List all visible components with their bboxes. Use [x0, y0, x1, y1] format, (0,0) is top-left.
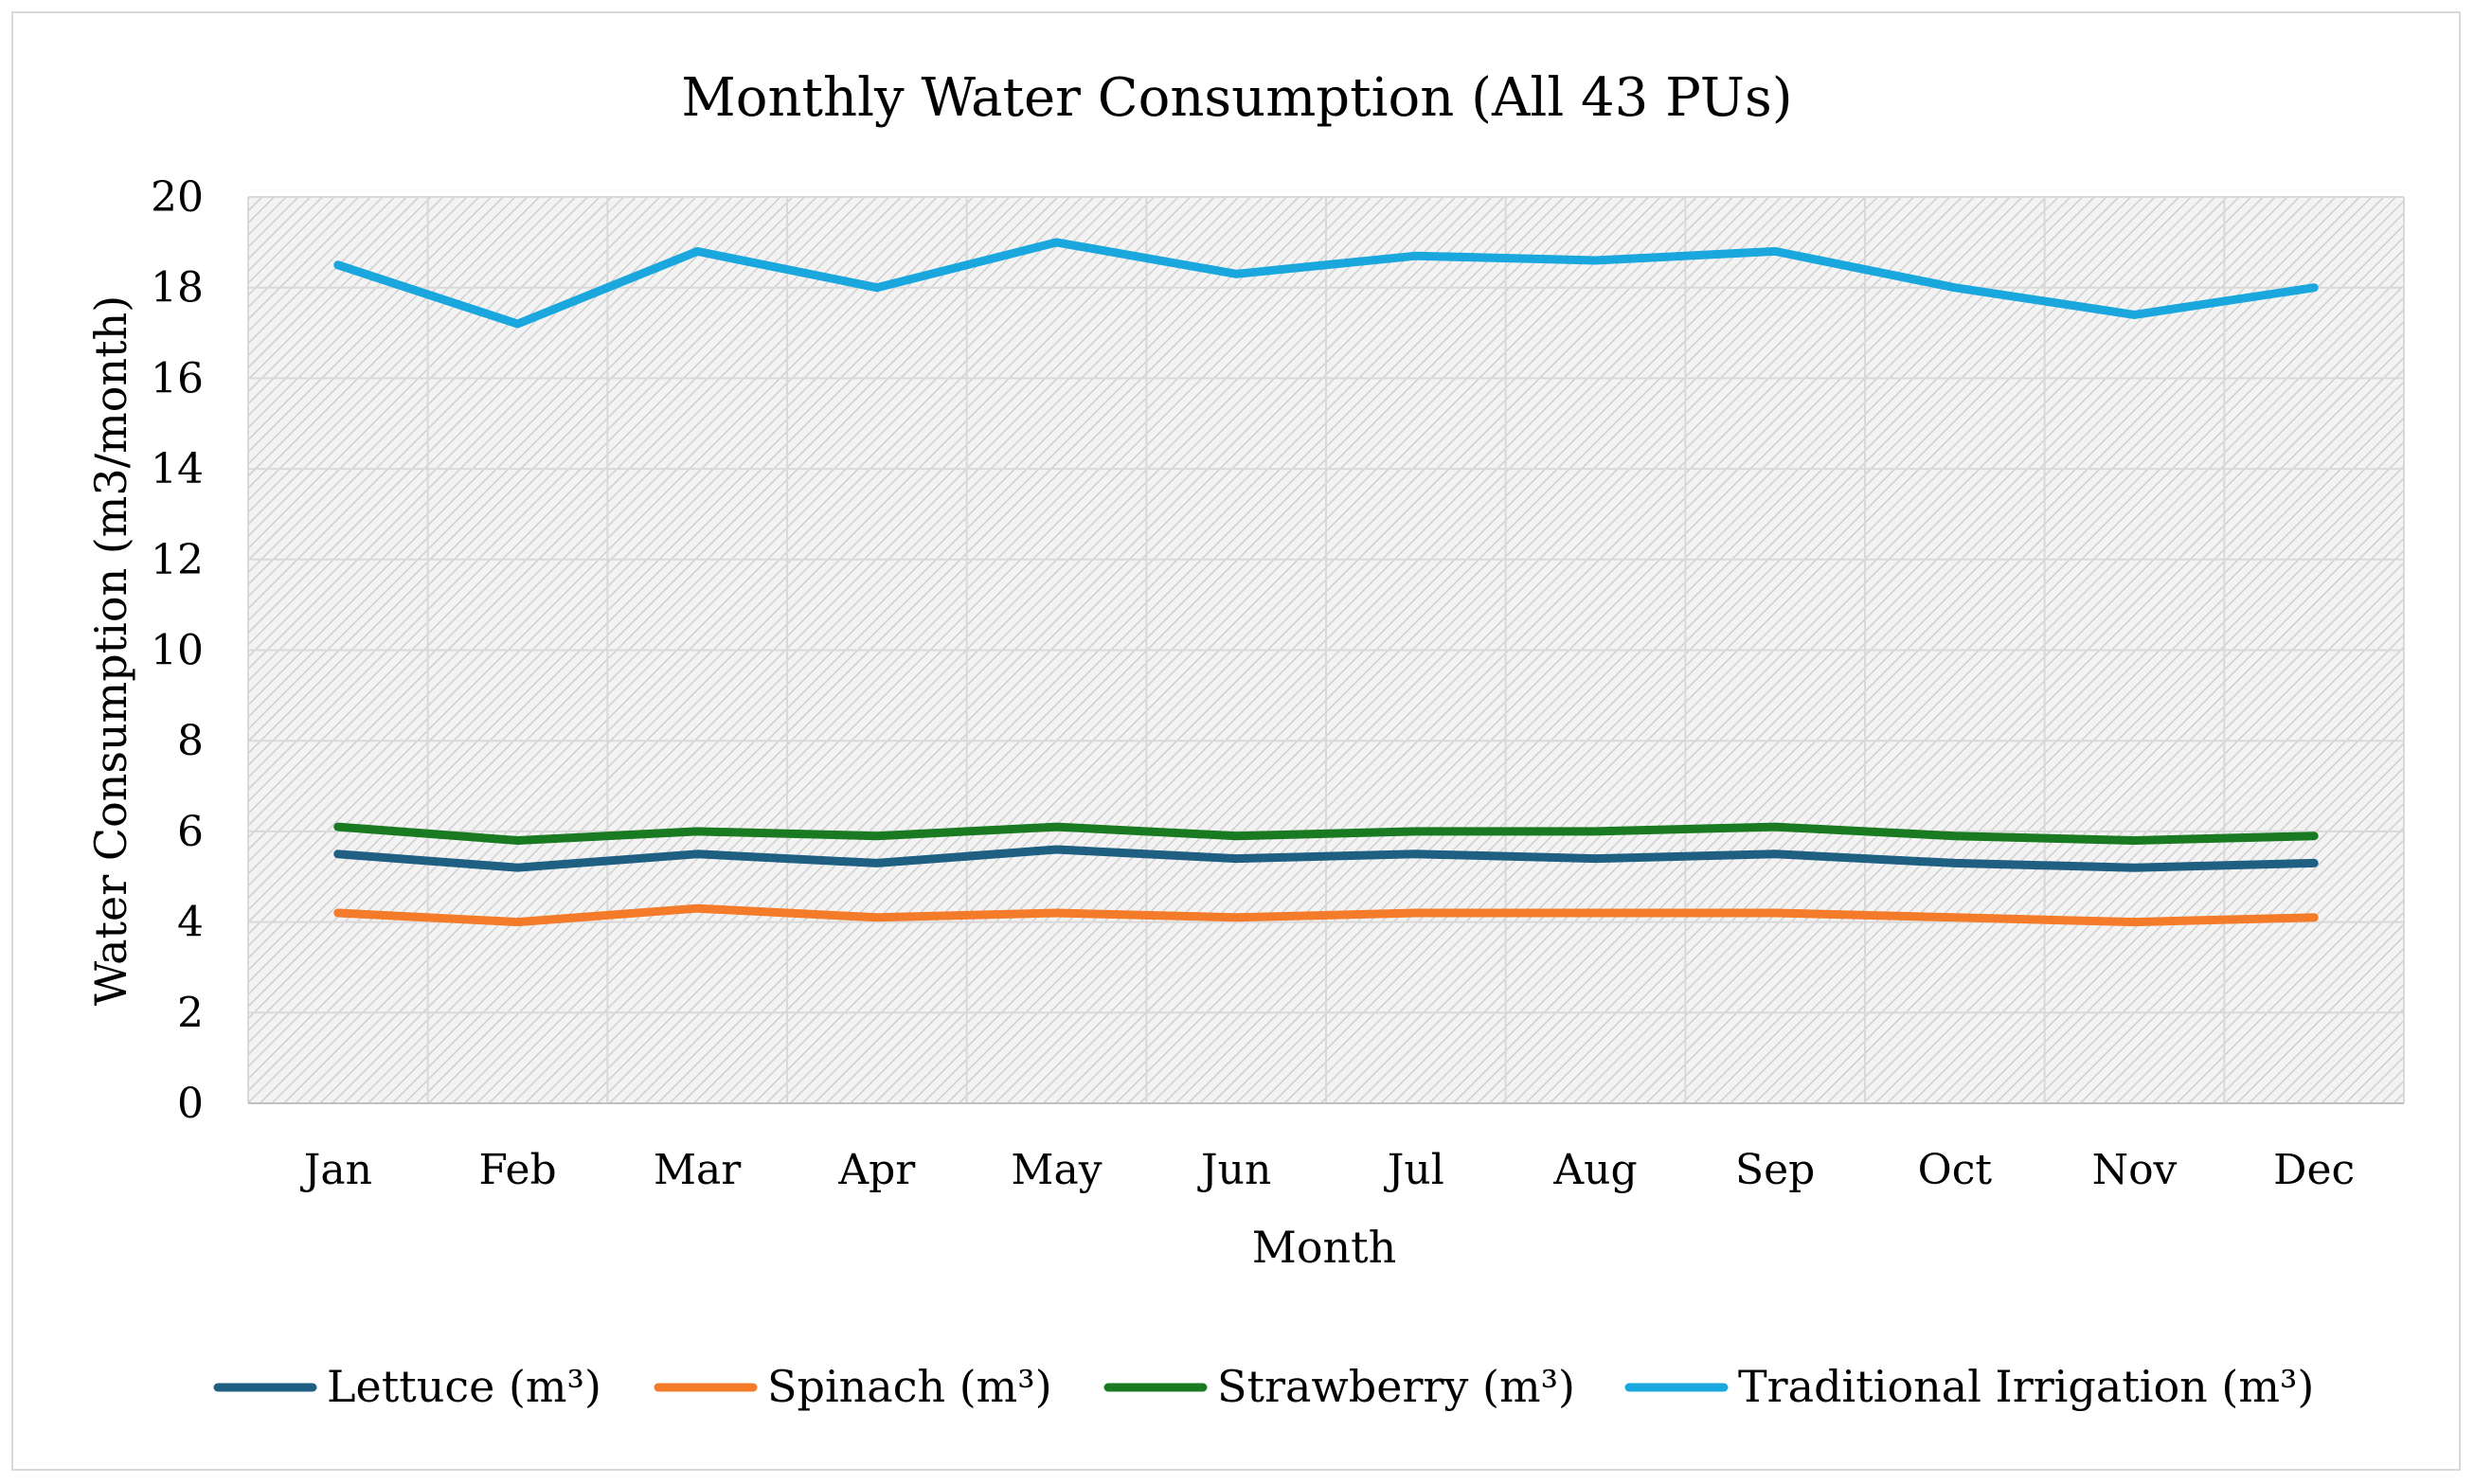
- x-axis: Jan Feb Mar Apr May Jun Jul Aug Sep Oct Nov Dec: [300, 1146, 2355, 1194]
- series-line: [333, 845, 2319, 872]
- x-tick-label: May: [1011, 1146, 1102, 1194]
- y-tick-label: 20: [151, 173, 204, 222]
- y-tick-label: 10: [151, 627, 204, 675]
- legend-label: Traditional Irrigation (m³): [1738, 1361, 2314, 1412]
- series-line: [333, 903, 2319, 927]
- x-tick-label: Jul: [1384, 1146, 1444, 1194]
- series-line: [333, 238, 2319, 329]
- x-tick-label: Feb: [478, 1146, 556, 1194]
- x-tick-label: Jun: [1197, 1146, 1271, 1194]
- x-tick-label: Nov: [2092, 1146, 2178, 1194]
- x-tick-label: Oct: [1918, 1146, 1993, 1194]
- legend: Lettuce (m³) Spinach (m³) Strawberry (m³) T…: [213, 1361, 2314, 1412]
- x-tick-label: Aug: [1552, 1146, 1637, 1194]
- x-tick-label: Apr: [837, 1146, 916, 1194]
- x-tick-label: Mar: [654, 1146, 742, 1194]
- y-tick-label: 2: [177, 989, 204, 1037]
- chart-title: Monthly Water Consumption (All 43 PUs): [681, 67, 1792, 129]
- y-tick-label: 12: [151, 536, 204, 584]
- gridlines: [247, 196, 2405, 1103]
- y-tick-label: 4: [177, 899, 204, 947]
- y-tick-label: 14: [151, 445, 204, 493]
- y-tick-label: 0: [177, 1080, 204, 1128]
- legend-label: Spinach (m³): [767, 1361, 1052, 1412]
- y-tick-label: 18: [151, 264, 204, 313]
- series-lines: [333, 238, 2319, 927]
- x-tick-label: Sep: [1735, 1146, 1815, 1194]
- y-tick-label: 8: [177, 717, 204, 765]
- series-line: [333, 822, 2319, 845]
- legend-label: Lettuce (m³): [327, 1361, 601, 1412]
- y-tick-label: 6: [177, 808, 204, 856]
- y-axis: 0 2 4 6 8 10 12 14 16 18 20: [151, 173, 204, 1128]
- y-tick-label: 16: [151, 354, 204, 402]
- x-tick-label: Jan: [300, 1146, 372, 1194]
- x-axis-title: Month: [1252, 1222, 1397, 1273]
- x-tick-label: Dec: [2273, 1146, 2355, 1194]
- legend-label: Strawberry (m³): [1217, 1361, 1575, 1412]
- y-axis-title: Water Consumption (m3/month): [85, 295, 136, 1006]
